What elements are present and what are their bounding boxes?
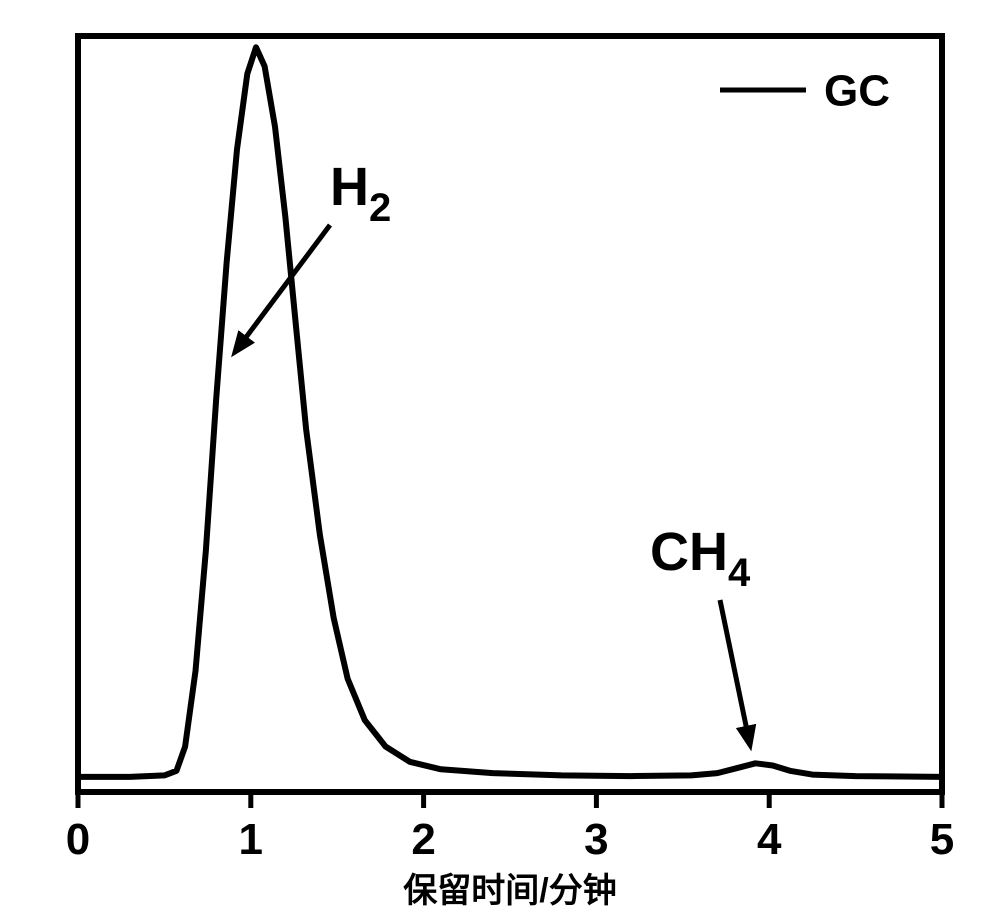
x-tick-label: 3 xyxy=(584,815,608,864)
x-tick-label: 1 xyxy=(239,815,263,864)
gc-chromatogram-chart: 012345保留时间/分钟GCH2CH4 xyxy=(0,0,1000,922)
x-axis-label: 保留时间/分钟 xyxy=(403,872,616,910)
legend-label: GC xyxy=(824,66,890,115)
x-tick-label: 5 xyxy=(930,815,954,864)
x-tick-label: 2 xyxy=(411,815,435,864)
x-tick-label: 0 xyxy=(66,815,90,864)
chart-svg: 012345保留时间/分钟GCH2CH4 xyxy=(0,0,1000,922)
x-tick-label: 4 xyxy=(757,815,782,864)
